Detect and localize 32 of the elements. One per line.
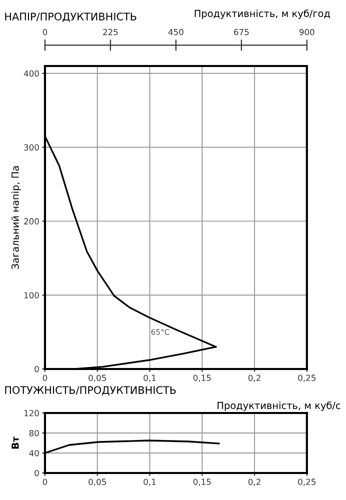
y-tick-label: 100: [24, 292, 39, 298]
x2-tick-label: 0: [42, 28, 48, 36]
y-tick-label: 200: [24, 218, 39, 224]
x-tick-label: 0,15: [193, 478, 211, 486]
x2-tick-label: 450: [168, 28, 184, 36]
x-axis-title: Продуктивність, м куб/с: [218, 401, 340, 411]
x2-tick-label: 675: [234, 28, 249, 36]
x-tick-label: 0,2: [248, 374, 260, 382]
y-tick-label: 300: [24, 144, 39, 151]
x-tick-label: 0: [42, 478, 48, 486]
x-tick-label: 0,1: [144, 478, 156, 486]
y-tick-label: 0: [34, 470, 39, 476]
y-tick-label: 80: [29, 430, 39, 436]
y-tick-label: 0: [34, 366, 39, 372]
y-tick-label: 120: [24, 410, 39, 416]
y-axis-title: Загальний напір, Па: [11, 166, 21, 269]
x-tick-label: 0,15: [193, 374, 211, 382]
chart-title: ПОТУЖНІСТЬ/ПРОДУКТИВНІСТЬ: [5, 386, 176, 396]
x2-axis-title: Продуктивність, м куб/год: [194, 9, 330, 19]
y-tick-label: 40: [29, 450, 39, 456]
x2-tick-label: 900: [299, 28, 314, 36]
x-tick-label: 0,2: [248, 478, 260, 486]
x-tick-label: 0,25: [298, 478, 316, 486]
x-tick-label: 0: [42, 374, 48, 382]
x-tick-label: 0,1: [144, 374, 156, 382]
x-tick-label: 0,05: [88, 374, 106, 382]
x-tick-label: 0,05: [88, 478, 106, 486]
x-tick-label: 0,25: [298, 374, 316, 382]
chart-title: НАПІР/ПРОДУКТИВНІСТЬ: [5, 12, 136, 22]
y-axis-title: Вт: [12, 436, 19, 449]
x2-tick-label: 225: [103, 28, 118, 36]
y-tick-label: 400: [24, 70, 39, 77]
